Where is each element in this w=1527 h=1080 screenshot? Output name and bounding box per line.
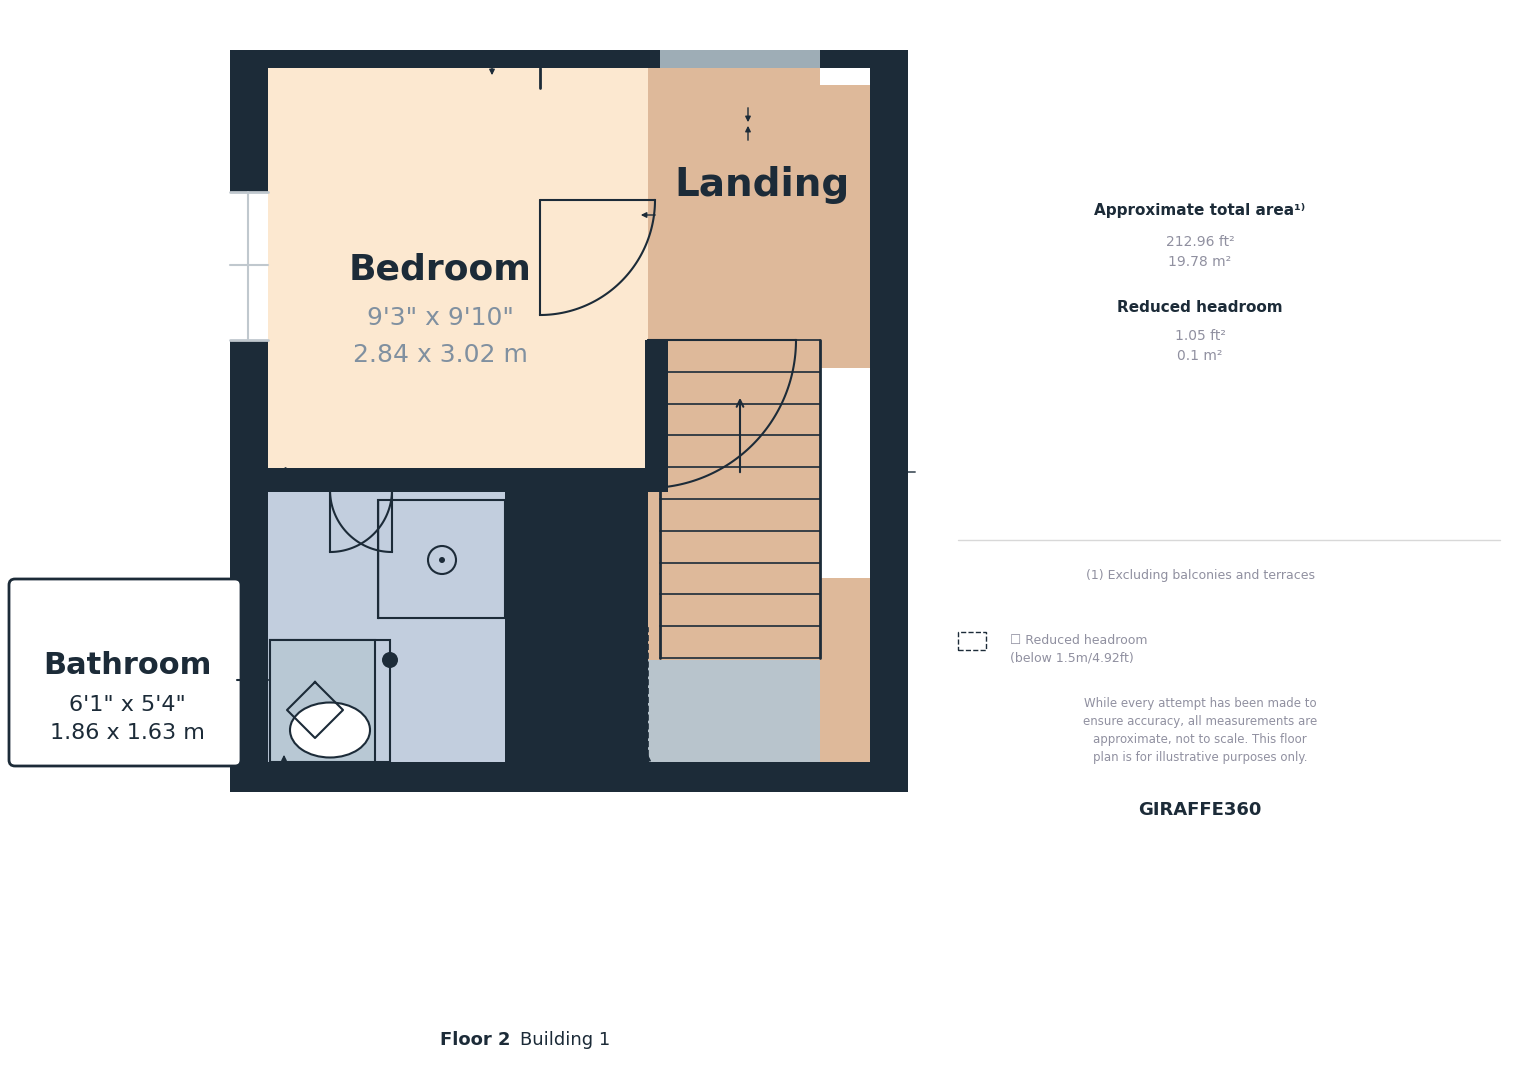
Text: Building 1: Building 1: [521, 1031, 611, 1049]
Bar: [820, 368, 870, 578]
Text: Reduced headroom: Reduced headroom: [1118, 300, 1283, 315]
Text: 1.05 ft²: 1.05 ft²: [1174, 329, 1226, 343]
Bar: [269, 468, 647, 492]
Bar: [647, 340, 870, 762]
Bar: [957, 632, 986, 650]
Text: 9'3" x 9'10": 9'3" x 9'10": [366, 306, 513, 330]
Text: Bedroom: Bedroom: [348, 253, 531, 287]
Text: 212.96 ft²: 212.96 ft²: [1165, 235, 1234, 249]
Text: 6'1" x 5'4": 6'1" x 5'4": [69, 696, 185, 715]
Bar: [820, 68, 870, 85]
Bar: [647, 68, 870, 340]
Bar: [541, 68, 647, 90]
Ellipse shape: [290, 702, 370, 757]
Bar: [269, 68, 647, 470]
FancyBboxPatch shape: [9, 579, 241, 766]
Bar: [269, 490, 510, 762]
Text: 2.84 x 3.02 m: 2.84 x 3.02 m: [353, 343, 527, 367]
Text: While every attempt has been made to
ensure accuracy, all measurements are
appro: While every attempt has been made to ens…: [1083, 697, 1318, 764]
Bar: [231, 192, 269, 340]
Text: GIRAFFE360: GIRAFFE360: [1138, 801, 1261, 819]
Circle shape: [382, 652, 399, 669]
Bar: [548, 490, 647, 762]
Bar: [270, 640, 376, 762]
Text: Landing: Landing: [675, 166, 849, 204]
Bar: [505, 490, 548, 762]
Text: Approximate total area¹⁾: Approximate total area¹⁾: [1095, 203, 1306, 217]
Bar: [270, 640, 389, 762]
Bar: [231, 50, 909, 792]
Text: 0.1 m²: 0.1 m²: [1177, 349, 1223, 363]
Bar: [644, 340, 667, 492]
Text: 19.78 m²: 19.78 m²: [1168, 255, 1232, 269]
Text: ☐ Reduced headroom: ☐ Reduced headroom: [1009, 634, 1147, 647]
Bar: [647, 660, 820, 762]
Text: Floor 2: Floor 2: [440, 1031, 510, 1049]
Text: 1.86 x 1.63 m: 1.86 x 1.63 m: [49, 723, 205, 743]
Text: Bathroom: Bathroom: [43, 650, 211, 679]
Bar: [548, 627, 647, 762]
Bar: [660, 50, 820, 68]
Text: (below 1.5m/4.92ft): (below 1.5m/4.92ft): [1009, 651, 1133, 664]
Circle shape: [438, 557, 444, 563]
Text: (1) Excluding balconies and terraces: (1) Excluding balconies and terraces: [1086, 568, 1315, 581]
Bar: [379, 500, 505, 618]
